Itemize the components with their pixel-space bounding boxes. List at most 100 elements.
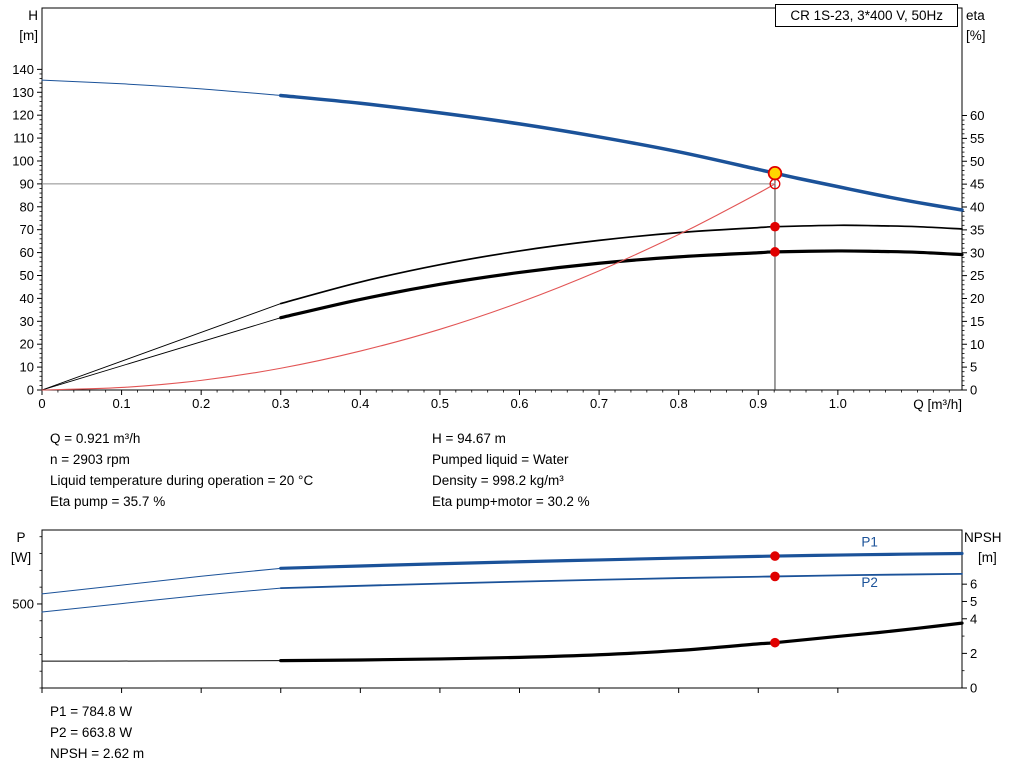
y-tick-label: 120 — [12, 108, 34, 123]
info-head: H = 94.67 m — [432, 431, 506, 446]
eta-pump-point — [770, 221, 780, 232]
y-tick-label: 500 — [12, 596, 34, 611]
y-tick-label: 30 — [20, 314, 34, 329]
x-tick-label: 0.3 — [272, 396, 290, 411]
info-p1: P1 = 784.8 W — [50, 704, 133, 719]
power-axis-title: P [W] — [4, 528, 38, 568]
p1-extension — [41, 567, 282, 595]
y-tick-label: 110 — [13, 131, 34, 146]
pump-title: CR 1S-23, 3*400 V, 50Hz — [790, 8, 943, 23]
p2-curve — [279, 572, 963, 590]
power-npsh-chart-frame — [41, 529, 963, 689]
pump-title-box: CR 1S-23, 3*400 V, 50Hz — [775, 4, 958, 27]
npsh-point — [770, 637, 780, 648]
eta-axis-name: eta — [966, 8, 985, 23]
qh-curve-extension — [41, 79, 282, 96]
y-tick-label: 55 — [970, 131, 984, 146]
eta-pump-motor-curve — [279, 249, 964, 320]
y-tick-label: 5 — [970, 594, 977, 609]
x-tick-label: 0.5 — [431, 396, 449, 411]
y-tick-label: 4 — [970, 611, 977, 626]
npsh-axis-title: NPSH [m] — [964, 528, 1022, 568]
flow-axis-title: Q [m³/h] — [913, 397, 962, 412]
y-tick-label: 10 — [20, 360, 34, 375]
info-speed: n = 2903 rpm — [50, 452, 130, 467]
p1-curve — [279, 551, 964, 570]
qh-curve — [279, 93, 964, 212]
y-tick-label: 0 — [970, 383, 977, 398]
system-curve — [41, 183, 776, 391]
power-axis-unit: [W] — [10, 550, 32, 565]
y-tick-label: 15 — [970, 314, 984, 329]
p2-extension — [41, 587, 282, 613]
x-tick-label: 0.2 — [192, 396, 210, 411]
duty-point[interactable] — [767, 165, 783, 181]
eta-axis-title: eta [%] — [966, 6, 1020, 46]
npsh-extension — [41, 660, 282, 662]
info-flow: Q = 0.921 m³/h — [50, 431, 141, 446]
y-tick-label: 20 — [970, 291, 984, 306]
npsh-axis-name: NPSH — [964, 530, 1002, 545]
y-tick-label: 10 — [970, 337, 984, 352]
info-liquid-temperature: Liquid temperature during operation = 20… — [50, 473, 314, 488]
npsh-axis-unit: [m] — [978, 550, 997, 565]
p1-curve-label: P1 — [861, 535, 878, 550]
y-tick-label: 130 — [12, 85, 34, 100]
x-tick-label: 0.9 — [749, 396, 767, 411]
y-tick-label: 20 — [20, 337, 34, 352]
eta-pump-motor-point — [770, 247, 780, 257]
p1-point — [770, 551, 780, 561]
y-tick-label: 100 — [12, 153, 34, 168]
qh-eta-chart-frame — [41, 7, 963, 391]
y-tick-label: 0 — [27, 383, 34, 398]
y-tick-label: 140 — [12, 62, 34, 77]
eta-pump-extension — [41, 303, 282, 391]
y-tick-label: 60 — [970, 108, 984, 123]
eta-axis-unit: [%] — [966, 28, 986, 43]
y-tick-label: 30 — [970, 245, 984, 260]
info-npsh: NPSH = 2.62 m — [50, 746, 145, 761]
y-tick-label: 5 — [970, 360, 977, 375]
x-tick-label: 0.6 — [510, 396, 528, 411]
x-tick-label: 0 — [38, 396, 45, 411]
info-eta-pump-motor: Eta pump+motor = 30.2 % — [432, 494, 590, 509]
info-p2: P2 = 663.8 W — [50, 725, 133, 740]
y-tick-label: 35 — [970, 222, 984, 237]
npsh-curve — [279, 621, 964, 663]
p2-point — [770, 571, 780, 582]
y-tick-label: 50 — [970, 154, 984, 169]
p2-curve-label: P2 — [861, 575, 878, 590]
x-tick-label: 0.4 — [351, 396, 369, 411]
info-col-right: H = 94.67 m Pumped liquid = Water Densit… — [432, 428, 970, 512]
y-tick-label: 50 — [20, 268, 34, 283]
info-col-left: Q = 0.921 m³/h n = 2903 rpm Liquid tempe… — [50, 428, 432, 512]
y-tick-label: 25 — [970, 268, 984, 283]
x-tick-label: 1.0 — [829, 396, 847, 411]
x-tick-label: 0.1 — [113, 396, 131, 411]
eta-pump-motor-extension — [41, 317, 282, 391]
power-axis-name: P — [16, 530, 26, 545]
head-axis-unit: [m] — [19, 28, 38, 43]
x-tick-label: 0.7 — [590, 396, 608, 411]
y-tick-label: 60 — [20, 245, 34, 260]
head-axis-name: H — [28, 8, 38, 23]
eta-pump-curve — [279, 224, 963, 305]
info-pumped-liquid: Pumped liquid = Water — [432, 452, 569, 467]
info-density: Density = 998.2 kg/m³ — [432, 473, 564, 488]
x-tick-label: 0.8 — [670, 396, 688, 411]
operating-point-info: Q = 0.921 m³/h n = 2903 rpm Liquid tempe… — [50, 428, 970, 512]
power-npsh-info: P1 = 784.8 W P2 = 663.8 W NPSH = 2.62 m — [50, 701, 144, 764]
y-tick-label: 90 — [20, 176, 34, 191]
y-tick-label: 40 — [20, 291, 34, 306]
y-tick-label: 0 — [970, 681, 977, 696]
y-tick-label: 6 — [970, 577, 977, 592]
y-tick-label: 45 — [970, 177, 984, 192]
head-axis-title: H [m] — [2, 6, 38, 46]
y-tick-label: 70 — [20, 222, 34, 237]
info-eta-pump: Eta pump = 35.7 % — [50, 494, 166, 509]
y-tick-label: 80 — [20, 199, 34, 214]
y-tick-label: 2 — [970, 646, 977, 661]
requested-duty-point — [769, 178, 781, 190]
